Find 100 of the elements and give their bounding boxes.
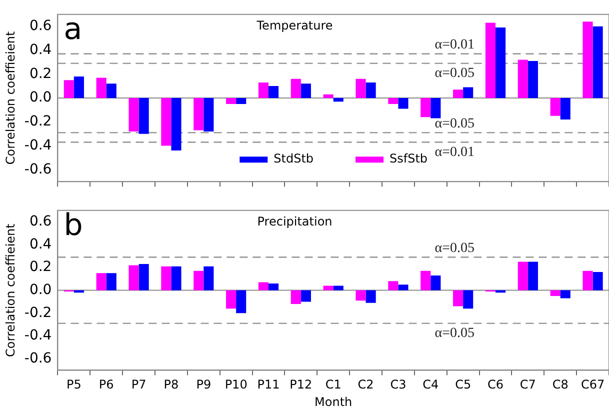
y-tick-label: 0.6: [29, 213, 52, 230]
bar: [138, 98, 149, 134]
bar: [138, 264, 149, 290]
annotation: α=0.05: [434, 66, 475, 82]
bar: [204, 98, 214, 132]
bar: [161, 266, 172, 290]
bar: [236, 98, 246, 104]
x-tick-label: P11: [257, 378, 280, 392]
chart-title: Temperature: [256, 18, 333, 33]
bar: [485, 22, 496, 98]
bar: [560, 290, 570, 298]
x-tick-label: C7: [520, 378, 536, 392]
bar: [582, 270, 593, 290]
annotation: α=0.01: [434, 37, 475, 52]
bar: [420, 98, 431, 118]
y-tick-label: 0.4: [29, 236, 52, 252]
bar: [333, 98, 344, 102]
bar: [453, 90, 464, 98]
bar: [290, 290, 301, 304]
legend-label: StdStb: [274, 152, 314, 166]
bar: [333, 286, 344, 290]
bar: [518, 262, 528, 290]
bar: [528, 262, 538, 290]
y-tick-label: 0.4: [29, 42, 52, 58]
bar: [226, 290, 236, 309]
y-tick-label: 0.2: [29, 66, 52, 82]
y-tick-label: -0.4: [24, 328, 52, 344]
bar: [64, 80, 74, 98]
x-tick-label: C4: [422, 378, 439, 392]
x-tick-label: P9: [196, 378, 212, 392]
y-tick-label: -0.6: [24, 161, 52, 178]
y-tick-label: -0.2: [24, 114, 52, 130]
y-tick-label: 0.2: [29, 259, 52, 276]
bar: [128, 98, 139, 132]
bar: [323, 94, 334, 98]
bar: [550, 290, 560, 296]
bar: [204, 266, 214, 290]
x-tick-label: P8: [164, 378, 179, 392]
bar: [106, 273, 116, 290]
x-axis-title: Month: [314, 394, 352, 409]
bar: [356, 78, 366, 98]
y-tick-label: 0.6: [29, 18, 52, 34]
bar: [171, 266, 182, 290]
bar: [453, 290, 464, 306]
annotation: b: [64, 208, 83, 244]
bar: [430, 98, 441, 118]
bar: [96, 78, 106, 98]
bar: [226, 98, 236, 104]
x-tick-label: C67: [580, 378, 605, 392]
bar: [290, 78, 301, 98]
bar: [420, 270, 431, 290]
bar: [268, 283, 279, 290]
x-tick-label: C1: [325, 378, 342, 392]
annotation: α=0.05: [434, 240, 475, 256]
annotation: α=0.01: [434, 144, 475, 160]
bar: [582, 22, 593, 98]
bar: [592, 26, 603, 98]
x-tick-label: P7: [131, 378, 146, 392]
annotation: α=0.05: [434, 116, 475, 132]
bar: [128, 265, 139, 290]
bar: [592, 272, 603, 290]
bar: [356, 290, 366, 301]
bar: [194, 98, 204, 130]
chart-title: Precipitation: [257, 214, 332, 229]
bar: [258, 282, 268, 290]
bar: [528, 60, 538, 98]
bar: [194, 270, 204, 290]
y-tick-label: 0.0: [29, 282, 52, 298]
annotation: a: [64, 12, 82, 48]
bar: [366, 290, 376, 303]
bar: [258, 82, 268, 98]
x-tick-label: P5: [66, 378, 82, 392]
x-tick-label: P10: [224, 378, 248, 392]
y-tick-label: 0.0: [29, 90, 52, 106]
y-tick-label: -0.4: [24, 137, 52, 154]
bar: [496, 28, 506, 98]
bar: [161, 98, 172, 146]
bar: [236, 290, 246, 314]
x-tick-label: P12: [290, 378, 312, 392]
y-axis-title: Correlation coeffieient: [3, 223, 18, 357]
bar: [74, 76, 84, 98]
legend-label: SsfStb: [390, 152, 428, 166]
x-tick-label: C5: [455, 378, 472, 392]
bar: [550, 98, 560, 116]
y-tick-label: -0.2: [24, 304, 52, 321]
bar: [430, 275, 441, 290]
bar: [518, 60, 528, 98]
bar: [106, 84, 116, 98]
y-axis-title: Correlation coeffieient: [3, 31, 18, 165]
y-tick-label: -0.6: [24, 350, 52, 366]
annotation: α=0.05: [434, 326, 475, 342]
x-tick-label: C2: [358, 378, 374, 392]
bar: [560, 98, 570, 120]
bar: [388, 281, 398, 290]
bar: [366, 82, 376, 98]
x-tick-label: C3: [390, 378, 406, 392]
x-tick-label: C6: [487, 378, 504, 392]
bar: [398, 98, 408, 109]
bar: [171, 98, 182, 151]
bar: [300, 290, 311, 302]
